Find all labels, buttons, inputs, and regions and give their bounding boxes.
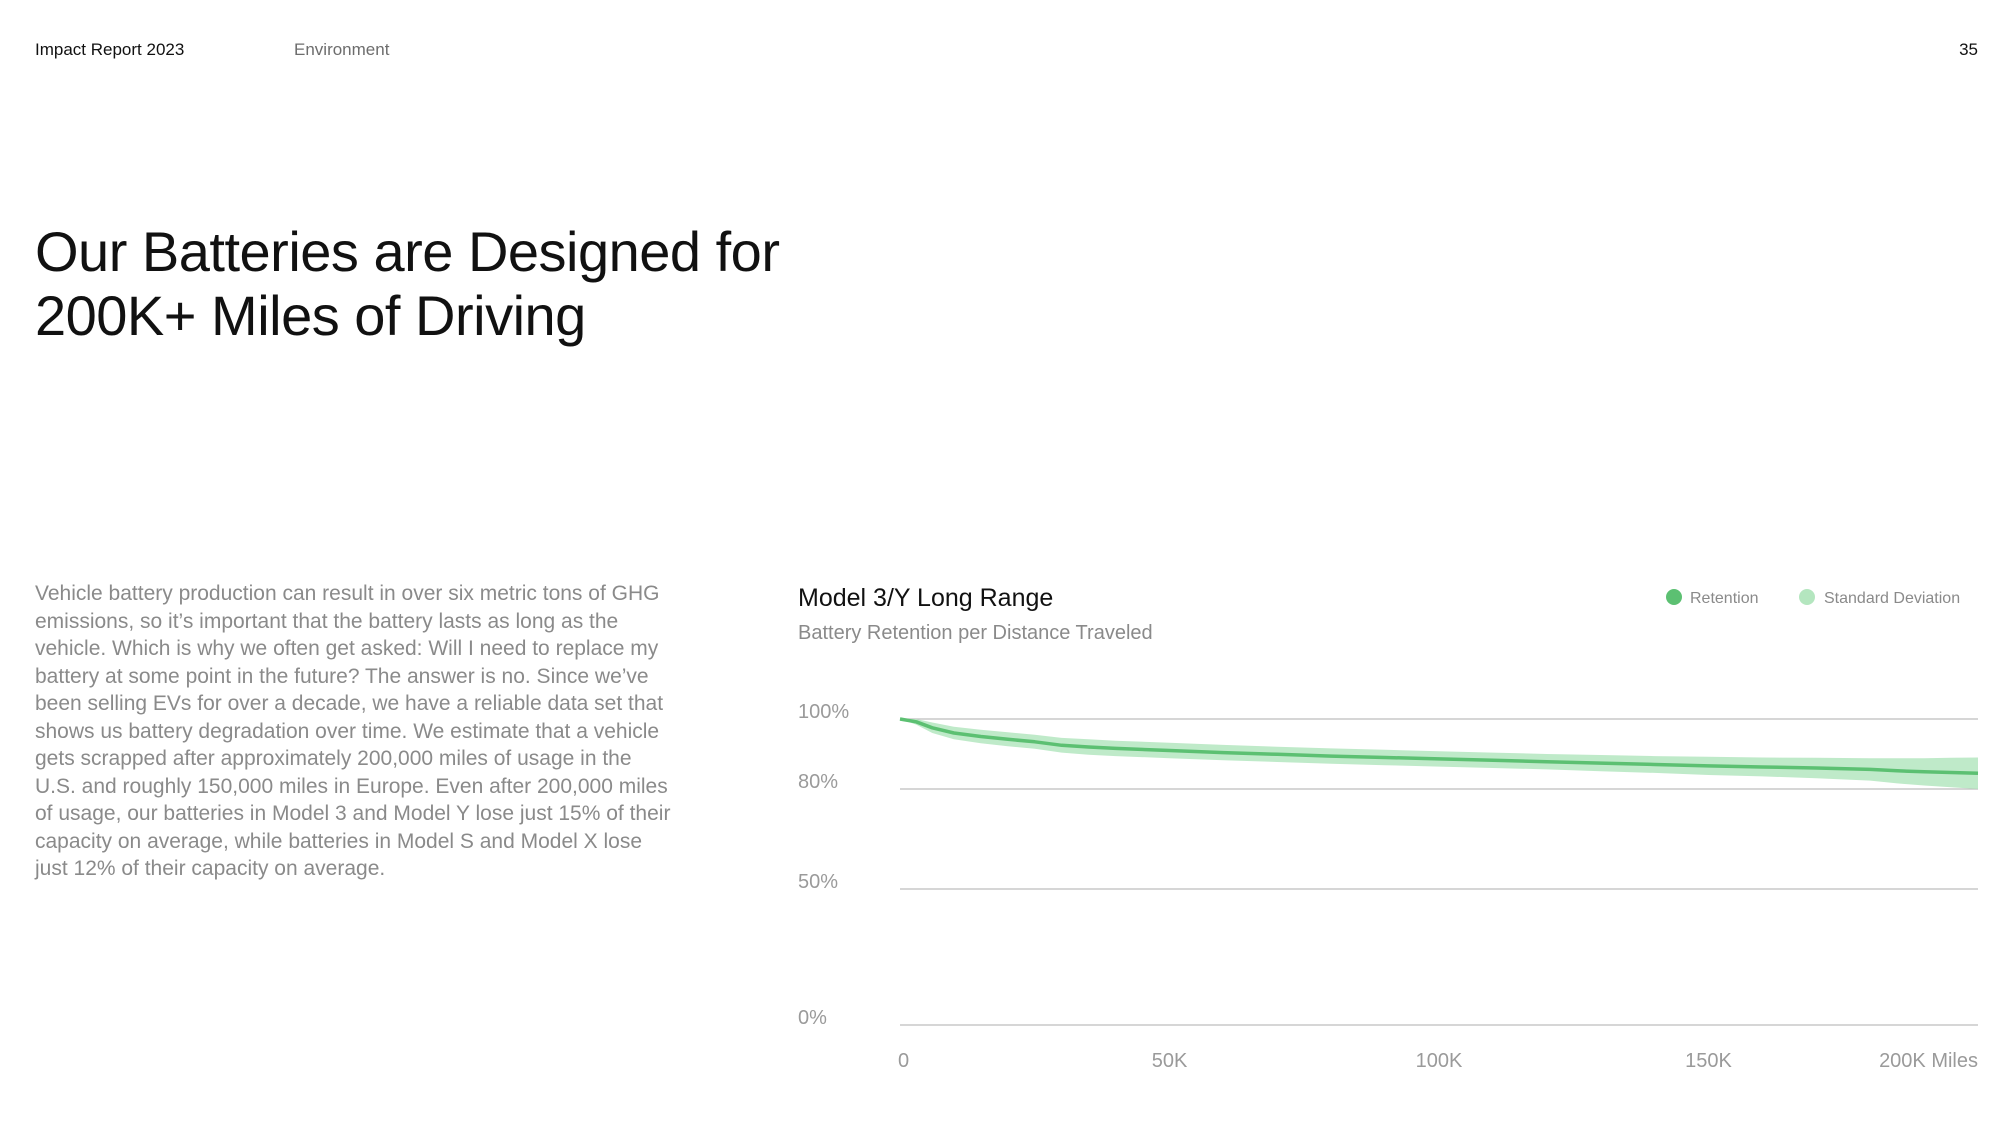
y-axis-ticks: 100% 80% 50% 0%: [798, 701, 849, 1029]
legend-std-dev-swatch: [1799, 589, 1815, 605]
x-tick-label: 150K: [1685, 1050, 1732, 1072]
x-tick-label: 50K: [1152, 1050, 1188, 1072]
std-dev-band: [900, 719, 1978, 789]
y-tick-label: 100%: [798, 701, 849, 723]
page-title: Our Batteries are Designed for 200K+ Mil…: [35, 220, 780, 347]
page-number: 35: [1959, 40, 1978, 59]
y-tick-label: 0%: [798, 1007, 827, 1029]
retention-line: [899, 717, 1979, 776]
chart-gridlines: [900, 718, 1978, 1026]
x-axis-ticks: 0 50K 100K 150K 200K Miles: [898, 1050, 1978, 1072]
report-title: Impact Report 2023: [35, 40, 185, 59]
body-paragraph: Vehicle battery production can result in…: [35, 582, 671, 880]
legend-retention-label: Retention: [1690, 590, 1759, 607]
legend-retention-swatch: [1666, 589, 1682, 605]
x-tick-label: 200K Miles: [1879, 1050, 1978, 1072]
x-tick-label: 0: [898, 1050, 909, 1072]
chart-subtitle: Battery Retention per Distance Traveled: [798, 622, 1153, 644]
y-tick-label: 50%: [798, 871, 838, 893]
chart-title: Model 3/Y Long Range: [798, 584, 1053, 612]
section-label: Environment: [294, 40, 390, 59]
y-tick-label: 80%: [798, 771, 838, 793]
legend-std-dev-label: Standard Deviation: [1824, 590, 1960, 607]
x-tick-label: 100K: [1416, 1050, 1463, 1072]
battery-retention-chart: Model 3/Y Long Range Battery Retention p…: [798, 584, 1979, 1072]
